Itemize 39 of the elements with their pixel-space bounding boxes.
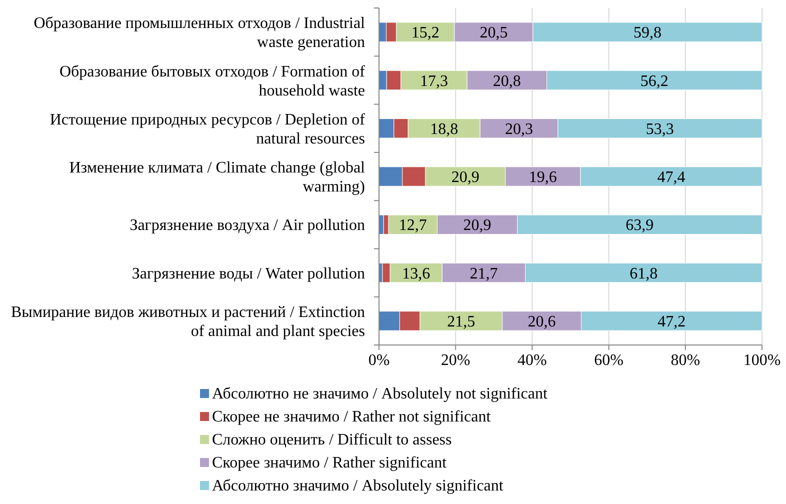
- data-label: 47,4: [657, 169, 686, 186]
- y-tick-label: Изменение климата / Climate change (global warming): [69, 160, 366, 196]
- y-tick-label: Образование бытовых отходов / Formation of household waste: [59, 63, 366, 100]
- x-tick-label: 20%: [440, 352, 470, 369]
- data-label: 12,7: [398, 217, 427, 234]
- data-label: 20,9: [463, 217, 492, 234]
- data-label: 13,6: [402, 265, 430, 282]
- data-label: 20,9: [451, 169, 480, 186]
- legend-label: Абсолютно значимо / Absolutely significant: [212, 478, 504, 495]
- y-tick-label: Загрязнение воды / Water pollution: [132, 265, 365, 282]
- legend-label: Скорее не значимо / Rather not significant: [212, 408, 492, 426]
- x-tick-label: 0%: [368, 352, 390, 369]
- data-label: 20,5: [480, 24, 508, 42]
- data-label: 20,3: [504, 120, 533, 138]
- legend-label: Абсолютно не значимо / Absolutely not significant: [212, 386, 548, 403]
- data-label: 63,9: [626, 217, 654, 234]
- data-label: 17,3: [420, 72, 448, 90]
- x-tick-label: 40%: [518, 352, 547, 369]
- data-label: 21,7: [470, 265, 498, 282]
- data-label: 20,8: [492, 72, 521, 90]
- data-label: 20,6: [528, 314, 556, 331]
- y-tick-label: Образование промышленных отходов / Industrial waste generation: [34, 15, 366, 52]
- y-tick-label: Вымирание видов животных и растений / Extinction of animal and plant species: [10, 304, 365, 340]
- data-label: 15,2: [411, 24, 440, 42]
- data-label: 21,5: [447, 314, 476, 331]
- data-label: 47,2: [658, 314, 686, 331]
- y-tick-label: Истощение природных ресурсов / Depletion of natural resources: [50, 111, 366, 148]
- data-label: 59,8: [633, 24, 662, 42]
- data-label: 56,2: [640, 72, 668, 90]
- data-label: 19,6: [528, 169, 557, 186]
- legend-label: Скорее значимо / Rather significant: [212, 454, 448, 472]
- data-label: 18,8: [430, 120, 458, 138]
- x-tick-label: 60%: [594, 352, 624, 369]
- x-tick-label: 80%: [670, 352, 700, 369]
- x-tick-label: 100%: [743, 352, 781, 369]
- data-label: 53,3: [646, 120, 674, 138]
- y-tick-label: Загрязнение воздуха / Air pollution: [130, 217, 365, 234]
- data-label: 61,8: [630, 265, 658, 282]
- legend-label: Сложно оценить / Difficult to assess: [212, 432, 452, 449]
